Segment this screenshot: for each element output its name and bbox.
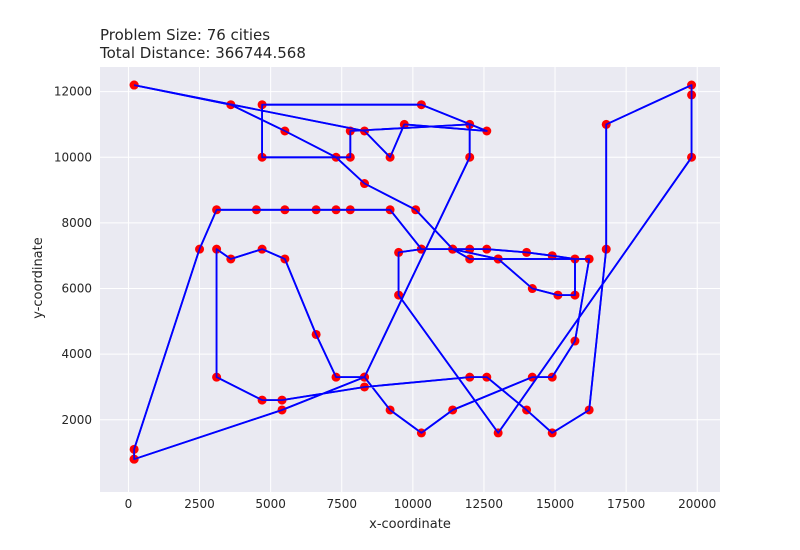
- grid-lines: [100, 67, 720, 492]
- plot-area: [100, 67, 720, 492]
- chart-title-line-1: Problem Size: 76 cities: [100, 26, 270, 44]
- tick-labels: 0 2500 5000 7500 10000 12500 15000 17500 20000 20…: [54, 85, 717, 511]
- y-axis-label: y-coordinate: [31, 237, 46, 319]
- x-tick-label: 10000: [394, 497, 432, 511]
- y-tick-label: 2000: [61, 413, 92, 427]
- y-tick-label: 10000: [54, 150, 92, 164]
- x-tick-label: 15000: [536, 497, 574, 511]
- x-axis-label: x-coordinate: [369, 517, 451, 532]
- x-tick-label: 7500: [326, 497, 357, 511]
- tour-line-overlay: [133, 84, 693, 461]
- y-tick-label: 4000: [61, 347, 92, 361]
- plot-background: [100, 67, 720, 492]
- x-tick-label: 2500: [184, 497, 215, 511]
- x-tick-label: 5000: [255, 497, 286, 511]
- x-tick-label: 20000: [678, 497, 716, 511]
- x-tick-label: 17500: [607, 497, 645, 511]
- chart-title-line-2: Total Distance: 366744.568: [99, 44, 306, 62]
- city-markers: [129, 80, 697, 464]
- y-tick-label: 12000: [54, 85, 92, 99]
- x-tick-label: 0: [125, 497, 133, 511]
- y-tick-label: 6000: [61, 282, 92, 296]
- y-tick-label: 8000: [61, 216, 92, 230]
- x-tick-label: 12500: [465, 497, 503, 511]
